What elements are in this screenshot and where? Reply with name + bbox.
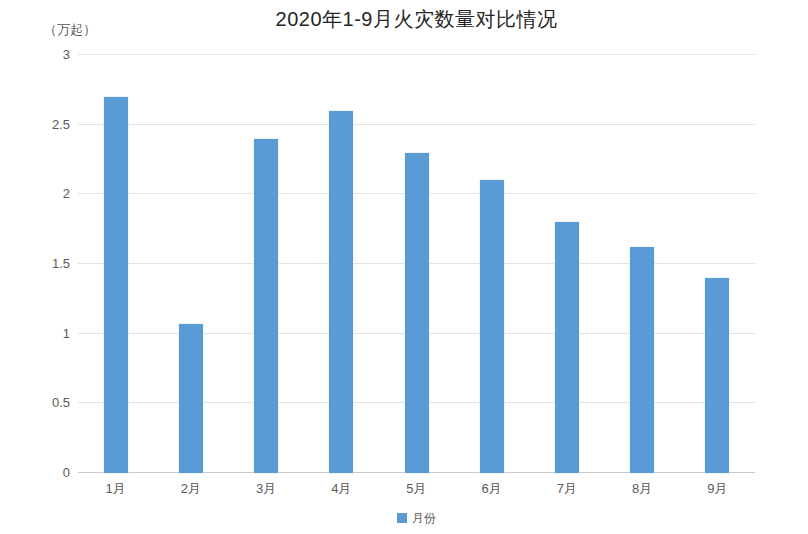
y-axis-tick-label: 1.5	[10, 256, 70, 272]
y-axis-tick-label: 2.5	[10, 117, 70, 133]
bar-5月	[405, 153, 429, 473]
x-axis-label: 2月	[153, 481, 228, 497]
gridline	[78, 54, 755, 55]
x-axis-label: 5月	[379, 481, 454, 497]
bar-8月	[630, 247, 654, 473]
legend-label: 月份	[412, 511, 436, 525]
y-axis-tick-label: 2	[10, 186, 70, 202]
bar-9月	[705, 278, 729, 473]
legend-swatch-icon	[397, 513, 407, 523]
x-axis-label: 4月	[304, 481, 379, 497]
plot-area	[78, 55, 755, 473]
bar-4月	[329, 111, 353, 473]
bar-7月	[555, 222, 579, 473]
gridline	[78, 124, 755, 125]
x-axis-label: 7月	[529, 481, 604, 497]
x-axis-label: 8月	[605, 481, 680, 497]
bar-chart: 2020年1-9月火灾数量对比情况 （万起） 月份 0 0.5 1 1.5 2 2.5 3 1…	[0, 0, 808, 534]
y-axis-tick-label: 0	[10, 465, 70, 481]
bar-3月	[254, 139, 278, 473]
bar-6月	[480, 180, 504, 473]
y-axis-tick-label: 3	[10, 47, 70, 63]
y-axis-tick-label: 1	[10, 326, 70, 342]
x-axis-label: 9月	[680, 481, 755, 497]
y-axis-tick-label: 0.5	[10, 395, 70, 411]
x-axis-label: 3月	[228, 481, 303, 497]
chart-title: 2020年1-9月火灾数量对比情况	[78, 6, 755, 33]
x-axis-label: 1月	[78, 481, 153, 497]
x-axis-label: 6月	[454, 481, 529, 497]
legend: 月份	[78, 508, 755, 528]
bar-1月	[104, 97, 128, 473]
bar-2月	[179, 324, 203, 473]
y-axis-unit-label: （万起）	[44, 21, 96, 39]
